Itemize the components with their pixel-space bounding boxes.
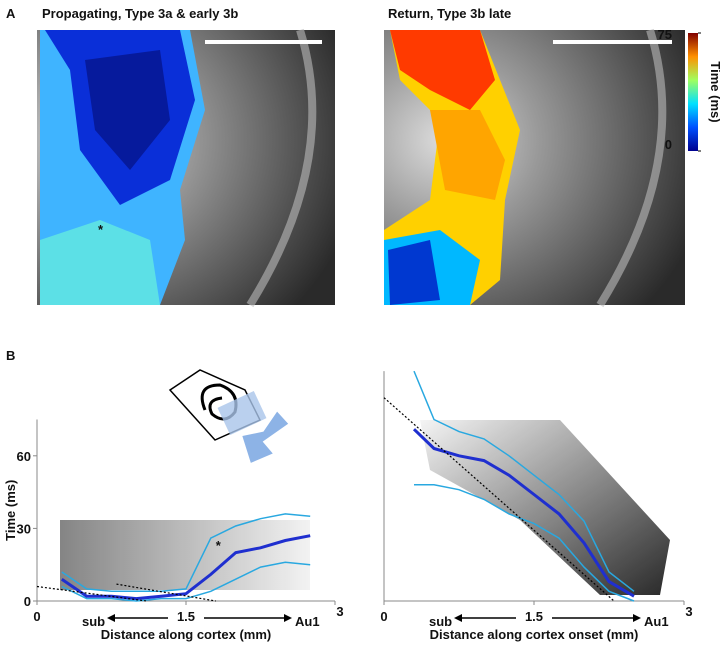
colorbar-label: Time (ms) — [708, 61, 720, 122]
axis-end-label: Au1 — [295, 614, 320, 629]
arrow-head — [633, 614, 641, 622]
arrow-head — [454, 614, 462, 622]
line — [412, 428, 635, 598]
axis-end-label: sub — [429, 614, 452, 629]
inset-diagram — [168, 369, 289, 463]
y-tick-label: 60 — [17, 449, 31, 464]
line — [116, 583, 216, 602]
axis-end-label: Au1 — [644, 614, 669, 629]
y-tick-label: 0 — [24, 594, 31, 609]
arrow-head — [284, 614, 292, 622]
image-title: Propagating, Type 3a & early 3b — [42, 6, 238, 21]
line — [61, 513, 311, 593]
x-axis-label: Distance along cortex (mm) — [101, 627, 272, 642]
annotation: * — [98, 222, 104, 237]
y-axis-label: Time (ms) — [3, 480, 18, 541]
x-tick-label: 3 — [685, 604, 692, 619]
line — [413, 370, 635, 592]
x-axis-label: Distance along cortex onset (mm) — [430, 627, 639, 642]
colorbar — [688, 33, 698, 151]
colorbar-tick-label: 75 — [658, 27, 672, 42]
panel-label: A — [6, 6, 16, 21]
panel-label: B — [6, 348, 15, 363]
line — [60, 534, 311, 601]
colorbar-tick-label: 0 — [665, 137, 672, 152]
x-tick-label: 0 — [380, 609, 387, 624]
line — [414, 484, 635, 602]
y-tick-label: 30 — [17, 521, 31, 536]
onset-map — [60, 420, 670, 595]
line — [383, 397, 615, 602]
x-tick-label: 3 — [336, 604, 343, 619]
image-title: Return, Type 3b late — [388, 6, 511, 21]
x-tick-label: 1.5 — [525, 609, 543, 624]
annotation: * — [216, 538, 222, 553]
x-tick-label: 1.5 — [177, 609, 195, 624]
axis-end-label: sub — [82, 614, 105, 629]
arrow-head — [107, 614, 115, 622]
image: * — [37, 28, 335, 308]
x-tick-label: 0 — [33, 609, 40, 624]
line — [61, 561, 311, 602]
image — [384, 28, 685, 308]
